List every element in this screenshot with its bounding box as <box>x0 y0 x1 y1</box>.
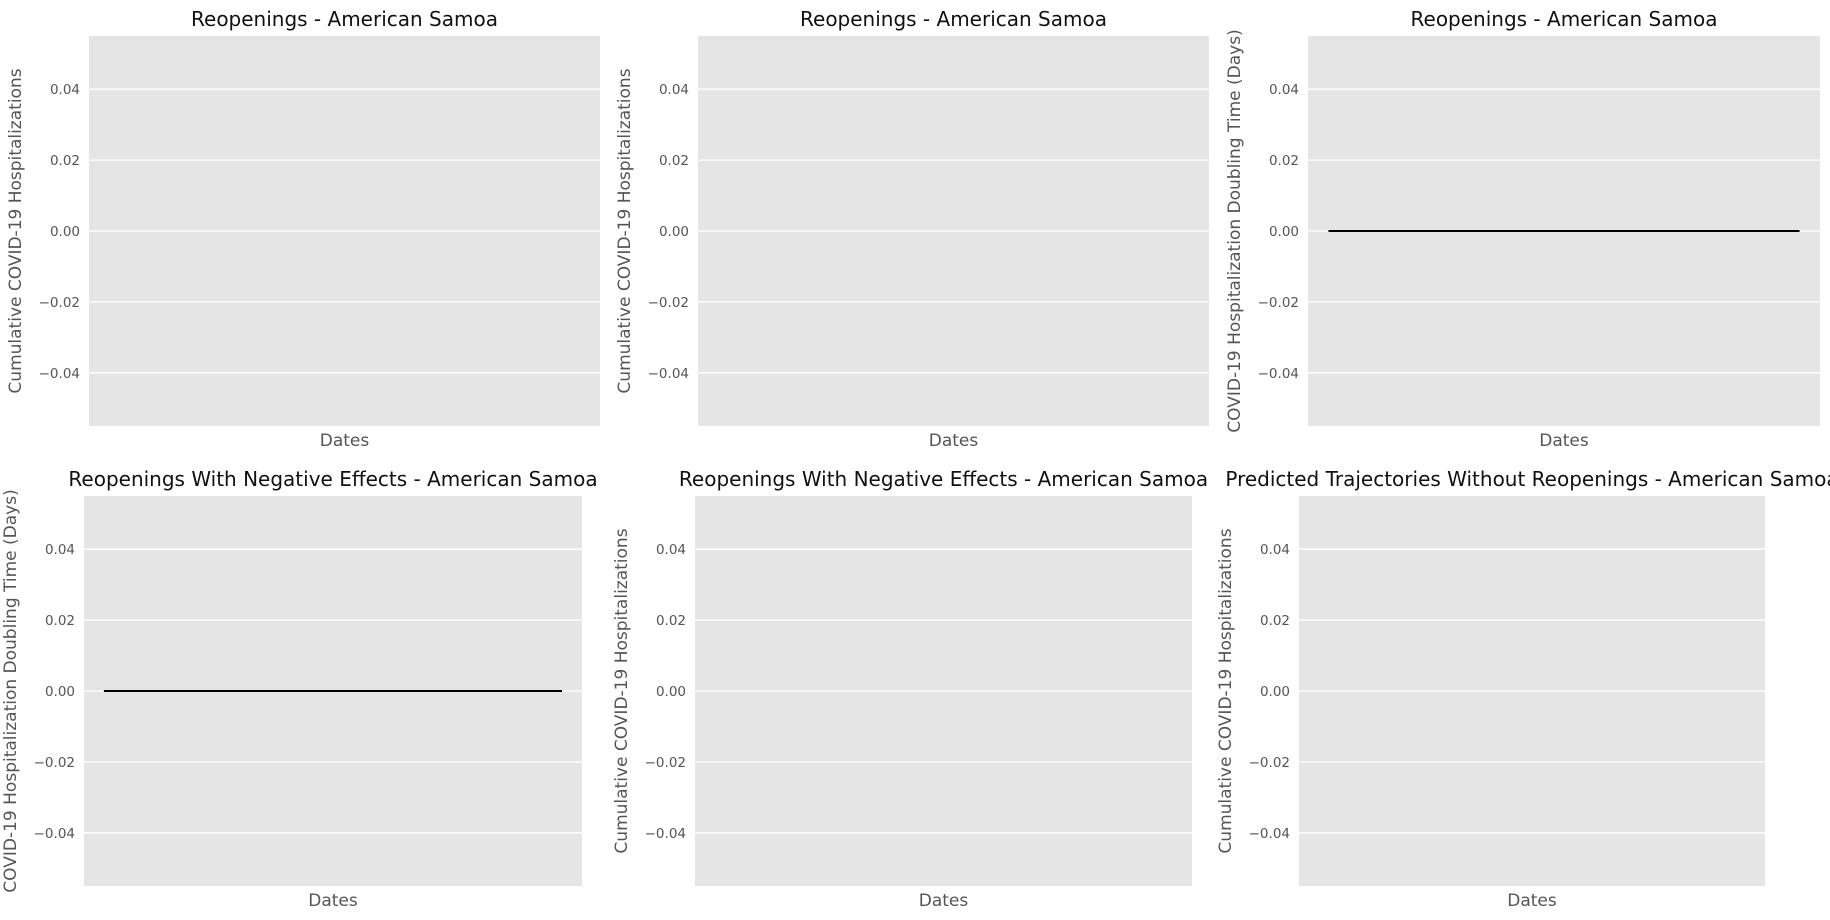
y-tick-label: 0.04 <box>1269 82 1299 98</box>
y-tick-label: −0.02 <box>645 755 686 771</box>
y-tick-label: −0.02 <box>648 295 689 311</box>
y-axis-label: COVID-19 Hospitalization Doubling Time (… <box>1225 29 1245 432</box>
y-axis-label: Cumulative COVID-19 Hospitalizations <box>615 68 635 393</box>
y-tick-label: −0.04 <box>648 366 689 382</box>
subplot-6: −0.04 −0.02 0.00 0.02 0.04 Predicted Trajecto… <box>1216 467 1830 911</box>
chart-title: Reopenings - American Samoa <box>1411 7 1718 31</box>
y-tick-label: 0.02 <box>656 613 686 629</box>
chart-title: Predicted Trajectories Without Reopening… <box>1225 467 1830 491</box>
subplot-1: −0.04 −0.02 0.00 0.02 0.04 Reopenings - Ameri… <box>6 7 600 451</box>
y-tick-label: −0.02 <box>34 755 75 771</box>
y-tick-label: −0.04 <box>39 366 80 382</box>
y-tick-label: −0.04 <box>1249 826 1290 842</box>
subplot-2: −0.04 −0.02 0.00 0.02 0.04 Reopenings - Ameri… <box>615 7 1209 451</box>
x-axis-label: Dates <box>1539 431 1589 451</box>
y-tick-label: 0.00 <box>50 224 80 240</box>
y-tick-label: −0.02 <box>39 295 80 311</box>
y-tick-label: 0.04 <box>50 82 80 98</box>
y-tick-label: −0.04 <box>1258 366 1299 382</box>
y-tick-label: −0.04 <box>645 826 686 842</box>
y-tick-label: 0.02 <box>1269 153 1299 169</box>
y-tick-label: 0.00 <box>1269 224 1299 240</box>
y-tick-label: −0.02 <box>1249 755 1290 771</box>
y-tick-label: 0.02 <box>1260 613 1290 629</box>
y-axis-label: Cumulative COVID-19 Hospitalizations <box>6 68 26 393</box>
y-tick-label: 0.04 <box>659 82 689 98</box>
y-axis-label: Cumulative COVID-19 Hospitalizations <box>1216 528 1236 853</box>
x-axis-label: Dates <box>929 431 979 451</box>
x-axis-label: Dates <box>1507 891 1557 911</box>
subplot-5: −0.04 −0.02 0.00 0.02 0.04 Reopenings With Ne… <box>612 467 1208 911</box>
y-axis-label: Cumulative COVID-19 Hospitalizations <box>612 528 632 853</box>
y-tick-label: 0.04 <box>45 542 75 558</box>
y-axis-label: COVID-19 Hospitalization Doubling Time (… <box>1 489 21 892</box>
y-tick-label: 0.04 <box>1260 542 1290 558</box>
y-tick-label: 0.04 <box>656 542 686 558</box>
subplot-4: −0.04 −0.02 0.00 0.02 0.04 Reopenings With Ne… <box>1 467 598 911</box>
subplot-3: −0.04 −0.02 0.00 0.02 0.04 Reopenings - Ameri… <box>1225 7 1820 451</box>
chart-title: Reopenings With Negative Effects - Ameri… <box>68 467 597 491</box>
chart-title: Reopenings - American Samoa <box>800 7 1107 31</box>
y-tick-label: −0.04 <box>34 826 75 842</box>
y-tick-label: 0.00 <box>659 224 689 240</box>
x-axis-label: Dates <box>320 431 370 451</box>
y-tick-label: −0.02 <box>1258 295 1299 311</box>
y-tick-label: 0.02 <box>50 153 80 169</box>
y-tick-label: 0.02 <box>45 613 75 629</box>
x-axis-label: Dates <box>919 891 969 911</box>
y-tick-label: 0.00 <box>1260 684 1290 700</box>
x-axis-label: Dates <box>308 891 358 911</box>
y-tick-label: 0.00 <box>656 684 686 700</box>
chart-title: Reopenings With Negative Effects - Ameri… <box>679 467 1208 491</box>
y-tick-label: 0.00 <box>45 684 75 700</box>
chart-title: Reopenings - American Samoa <box>191 7 498 31</box>
y-tick-label: 0.02 <box>659 153 689 169</box>
